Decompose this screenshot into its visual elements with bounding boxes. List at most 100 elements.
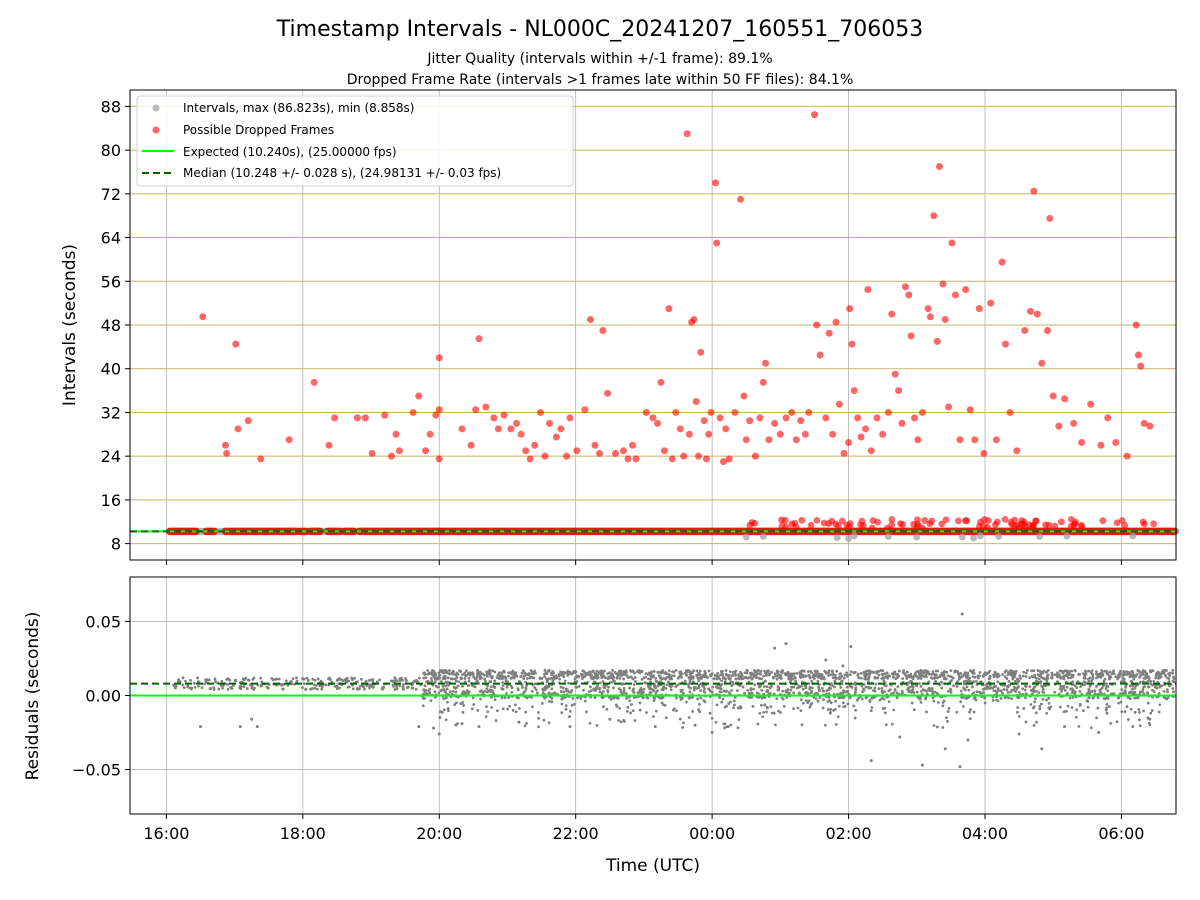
residual-point bbox=[1032, 690, 1035, 694]
residual-point bbox=[967, 679, 971, 683]
residual-point bbox=[453, 673, 457, 677]
residual-point bbox=[438, 673, 442, 677]
residual-point bbox=[208, 687, 212, 690]
residual-point bbox=[930, 672, 934, 676]
residual-point bbox=[684, 700, 688, 704]
intervals-y-tick-label: 48 bbox=[101, 316, 121, 335]
residual-point bbox=[752, 687, 756, 691]
dropped-frame-point bbox=[500, 411, 508, 419]
residual-point bbox=[660, 696, 664, 700]
dropped-frame-point-near-baseline bbox=[781, 516, 789, 524]
residual-point bbox=[1009, 669, 1013, 673]
residual-point bbox=[649, 674, 653, 678]
residual-point bbox=[1086, 677, 1090, 681]
residual-point bbox=[1119, 669, 1122, 673]
residual-point bbox=[820, 686, 824, 690]
dropped-frame-point bbox=[933, 337, 941, 345]
residual-point bbox=[789, 688, 793, 692]
residual-point bbox=[501, 684, 505, 687]
residual-point bbox=[879, 669, 883, 672]
residual-point bbox=[1149, 679, 1153, 683]
residual-point bbox=[691, 680, 695, 684]
residual-point bbox=[241, 677, 245, 681]
residual-point bbox=[203, 682, 206, 686]
residual-point bbox=[944, 677, 948, 681]
residual-point bbox=[905, 677, 909, 680]
residual-point bbox=[840, 680, 843, 684]
residual-point bbox=[692, 685, 696, 689]
residual-point bbox=[1097, 672, 1101, 676]
residual-point bbox=[500, 671, 504, 675]
residual-point bbox=[480, 689, 483, 693]
residual-point bbox=[441, 677, 445, 681]
residual-point bbox=[949, 669, 953, 673]
residual-point bbox=[1068, 696, 1072, 700]
residual-point bbox=[809, 691, 813, 695]
residual-point bbox=[418, 676, 421, 680]
residual-point bbox=[1033, 700, 1037, 704]
residual-point bbox=[801, 687, 805, 691]
residual-point bbox=[1099, 675, 1103, 679]
residual-point bbox=[434, 673, 437, 676]
residual-point bbox=[488, 668, 491, 672]
residual-point bbox=[228, 679, 232, 682]
dropped-frame-point bbox=[422, 447, 430, 455]
residual-point bbox=[945, 716, 948, 720]
residual-point bbox=[442, 708, 446, 712]
residual-point bbox=[1109, 721, 1113, 725]
residual-point bbox=[207, 678, 211, 682]
dropped-frame-point-near-baseline bbox=[1078, 521, 1085, 529]
residual-point bbox=[829, 707, 833, 711]
residual-point bbox=[1108, 670, 1112, 674]
residual-point bbox=[762, 674, 765, 678]
residual-point bbox=[919, 669, 923, 672]
residual-point bbox=[501, 677, 504, 681]
residual-point bbox=[996, 672, 1000, 676]
residual-point bbox=[799, 709, 803, 713]
residual-point bbox=[852, 671, 856, 674]
residual-point bbox=[389, 679, 393, 683]
residual-point bbox=[1172, 680, 1176, 684]
residual-point bbox=[859, 676, 863, 680]
residual-point bbox=[1012, 685, 1016, 689]
residual-point bbox=[220, 679, 224, 683]
residual-point bbox=[946, 674, 950, 678]
residual-point bbox=[732, 703, 736, 707]
residual-point bbox=[319, 679, 323, 683]
dropped-frame-point bbox=[581, 406, 589, 414]
residual-point bbox=[744, 676, 747, 680]
residual-point bbox=[1114, 675, 1118, 679]
residual-point bbox=[869, 709, 873, 713]
residual-point bbox=[1106, 672, 1109, 676]
residual-point bbox=[728, 670, 732, 674]
dropped-frame-point bbox=[840, 449, 848, 457]
residual-point bbox=[674, 669, 678, 672]
residual-point bbox=[568, 715, 571, 718]
residual-point bbox=[874, 676, 878, 680]
residual-point bbox=[697, 686, 701, 690]
residual-point bbox=[514, 710, 518, 714]
residual-point bbox=[1084, 669, 1088, 673]
residual-point bbox=[358, 687, 361, 691]
residual-point bbox=[822, 698, 825, 702]
residual-point bbox=[984, 673, 987, 676]
dropped-frame-point-near-baseline bbox=[1042, 521, 1049, 529]
dropped-frame-point bbox=[310, 378, 318, 386]
residual-point bbox=[973, 675, 977, 679]
residual-point bbox=[361, 684, 365, 688]
legend-expected-label: Expected (10.240s), (25.00000 fps) bbox=[183, 145, 397, 159]
residual-point bbox=[1133, 696, 1137, 700]
residual-point bbox=[809, 703, 813, 707]
residual-outlier-point bbox=[255, 725, 259, 729]
residuals-y-tick-label: 0.05 bbox=[85, 612, 121, 631]
residual-point bbox=[706, 676, 710, 679]
residual-point bbox=[459, 702, 463, 706]
residual-point bbox=[991, 699, 995, 702]
residual-point bbox=[674, 709, 678, 713]
residual-outlier-point bbox=[898, 735, 902, 739]
residual-point bbox=[699, 689, 702, 692]
residual-point bbox=[491, 669, 495, 673]
residual-point bbox=[559, 673, 563, 677]
dropped-frame-point-near-baseline bbox=[782, 523, 790, 531]
residual-point bbox=[611, 677, 615, 681]
